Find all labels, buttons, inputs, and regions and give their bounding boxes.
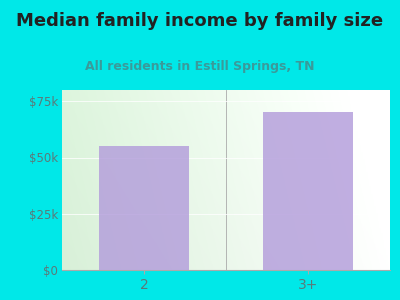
Bar [263,112,353,270]
Bar [99,146,189,270]
Text: Median family income by family size: Median family income by family size [16,12,384,30]
Text: All residents in Estill Springs, TN: All residents in Estill Springs, TN [85,60,315,73]
